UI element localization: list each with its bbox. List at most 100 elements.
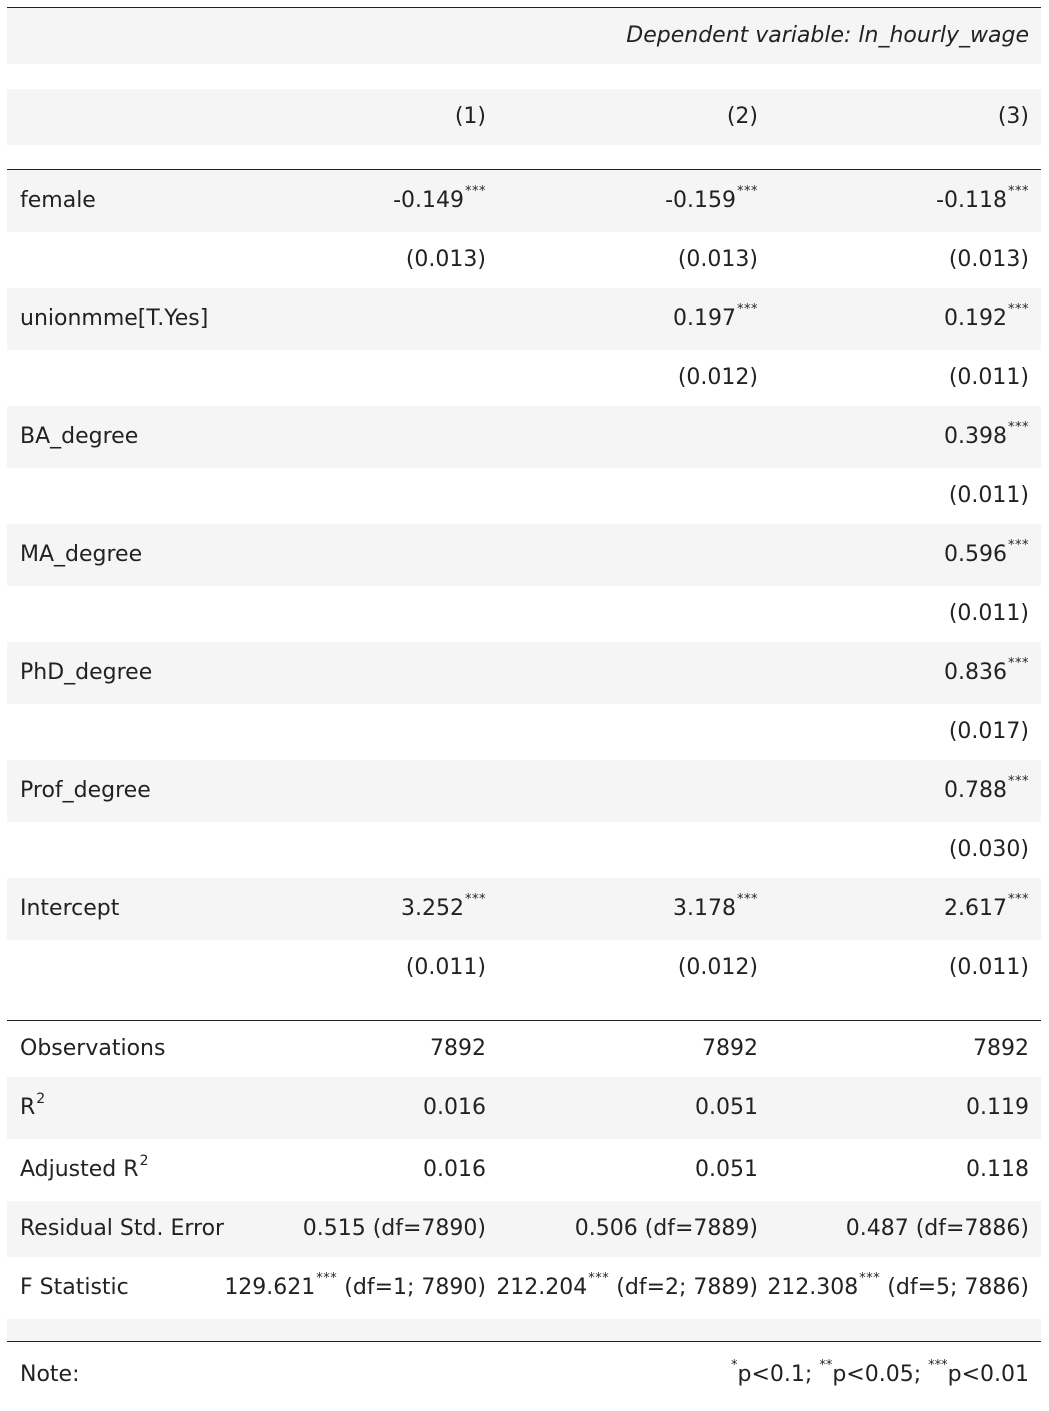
coefficient-estimate [485, 406, 486, 468]
stat-label: Residual Std. Error [20, 1216, 225, 1241]
variable-name: MA_degree [20, 542, 143, 567]
variable-name: unionmme[T.Yes] [20, 306, 209, 331]
standard-error: (0.013) [405, 247, 486, 272]
note-text: p<0.05; [832, 1362, 929, 1387]
stat-label: F Statistic [20, 1275, 129, 1300]
coefficient-row: unionmme[T.Yes] 0.197 *** 0.192 *** [7, 288, 1041, 350]
standard-error: (0.012) [677, 365, 758, 390]
significance-note: * p<0.1; ** p<0.05; *** p<0.01 [731, 1342, 1029, 1408]
significance-stars: *** [1008, 419, 1029, 435]
header-rule [7, 169, 1041, 170]
standard-error: (0.011) [948, 601, 1029, 626]
standard-error-row: (0.013) (0.013) (0.013) [7, 232, 1041, 288]
estimate-value: 0.788 [944, 778, 1007, 803]
variable-name: BA_degree [20, 424, 139, 449]
dependent-variable-label: Dependent variable: ln_hourly_wage [626, 23, 1029, 48]
stat-row-residual-std-error: Residual Std. Error 0.515 (df=7890) 0.50… [7, 1201, 1041, 1257]
stat-value: 212.204 *** (df=2; 7889) [496, 1257, 758, 1319]
standard-error: (0.011) [405, 955, 486, 980]
significance-stars: *** [316, 1270, 338, 1286]
stat-value: 0.118 [966, 1157, 1029, 1182]
standard-error: (0.013) [677, 247, 758, 272]
note-text: p<0.01 [947, 1362, 1029, 1387]
column-header-row: (1) (2) (3) [7, 89, 1041, 145]
significance-stars: *** [1008, 183, 1029, 199]
estimate-value: 3.252 [401, 896, 464, 921]
variable-name: PhD_degree [20, 660, 153, 685]
star-marker: *** [928, 1357, 948, 1373]
f-df: (df=1; 7890) [337, 1275, 486, 1300]
standard-error-row: (0.012) (0.011) [7, 350, 1041, 406]
f-df: (df=5; 7886) [880, 1275, 1029, 1300]
note-text: p<0.1; [737, 1362, 820, 1387]
coefficient-row: MA_degree 0.596 *** [7, 524, 1041, 586]
significance-stars: *** [737, 183, 758, 199]
variable-name: Prof_degree [20, 778, 151, 803]
coefficient-estimate: -0.118 *** [936, 170, 1029, 232]
coefficient-estimate: -0.149 *** [393, 170, 486, 232]
coefficient-estimate [485, 642, 486, 704]
significance-stars: *** [465, 891, 486, 907]
significance-stars: *** [1008, 301, 1029, 317]
standard-error: (0.011) [948, 955, 1029, 980]
stat-value: 0.487 (df=7886) [845, 1216, 1029, 1241]
star-marker: * [731, 1357, 738, 1373]
stat-value: 0.016 [423, 1157, 486, 1182]
significance-stars: *** [737, 891, 758, 907]
f-value: 212.308 [767, 1275, 859, 1300]
stat-label-text: Adjusted R [20, 1157, 139, 1182]
spacer-row [7, 1319, 1041, 1341]
coefficient-estimate: 2.617 *** [944, 878, 1029, 940]
standard-error: (0.030) [948, 837, 1029, 862]
coefficient-estimate: 0.197 *** [673, 288, 758, 350]
stat-value: 7892 [702, 1036, 758, 1061]
stat-value: 0.506 (df=7889) [574, 1216, 758, 1241]
estimate-value: -0.159 [665, 188, 736, 213]
estimate-value: -0.118 [936, 188, 1007, 213]
standard-error: (0.011) [948, 365, 1029, 390]
coefficient-estimate: 3.252 *** [401, 878, 486, 940]
superscript: 2 [139, 1153, 149, 1169]
significance-stars: *** [1008, 891, 1029, 907]
f-df: (df=2; 7889) [609, 1275, 758, 1300]
coefficient-estimate [757, 760, 758, 822]
coefficient-estimate: 0.788 *** [944, 760, 1029, 822]
coefficient-estimate: 3.178 *** [673, 878, 758, 940]
stats-rule [7, 1020, 1041, 1021]
f-value: 129.621 [224, 1275, 316, 1300]
stat-value: 0.515 (df=7890) [302, 1216, 486, 1241]
variable-name: female [20, 188, 96, 213]
star-marker: ** [819, 1357, 833, 1373]
coefficient-row: female -0.149 *** -0.159 *** -0.118 *** [7, 170, 1041, 232]
coefficient-estimate [485, 288, 486, 350]
estimate-value: 0.197 [673, 306, 736, 331]
significance-stars: *** [465, 183, 486, 199]
stat-value: 129.621 *** (df=1; 7890) [224, 1257, 486, 1319]
note-rule [7, 1341, 1041, 1342]
note-row: Note: * p<0.1; ** p<0.05; *** p<0.01 [7, 1342, 1041, 1408]
column-header-1: (1) [454, 104, 486, 129]
stat-value: 7892 [430, 1036, 486, 1061]
coefficient-estimate: 0.398 *** [944, 406, 1029, 468]
significance-stars: *** [1008, 655, 1029, 671]
estimate-value: 3.178 [673, 896, 736, 921]
dependent-variable-row: Dependent variable: ln_hourly_wage [7, 8, 1041, 64]
top-rule [7, 7, 1041, 8]
standard-error: (0.011) [948, 483, 1029, 508]
coefficient-estimate [757, 524, 758, 586]
coefficient-estimate: 0.596 *** [944, 524, 1029, 586]
coefficient-row: BA_degree 0.398 *** [7, 406, 1041, 468]
stat-row-f-statistic: F Statistic 129.621 *** (df=1; 7890) 212.… [7, 1257, 1041, 1319]
significance-stars: *** [588, 1270, 610, 1286]
coefficient-estimate [757, 642, 758, 704]
significance-stars: *** [737, 301, 758, 317]
standard-error-row: (0.030) [7, 822, 1041, 878]
coefficient-row: PhD_degree 0.836 *** [7, 642, 1041, 704]
stat-row-observations: Observations 7892 7892 7892 [7, 1021, 1041, 1077]
standard-error: (0.017) [948, 719, 1029, 744]
coefficient-row: Prof_degree 0.788 *** [7, 760, 1041, 822]
coefficient-estimate: 0.836 *** [944, 642, 1029, 704]
